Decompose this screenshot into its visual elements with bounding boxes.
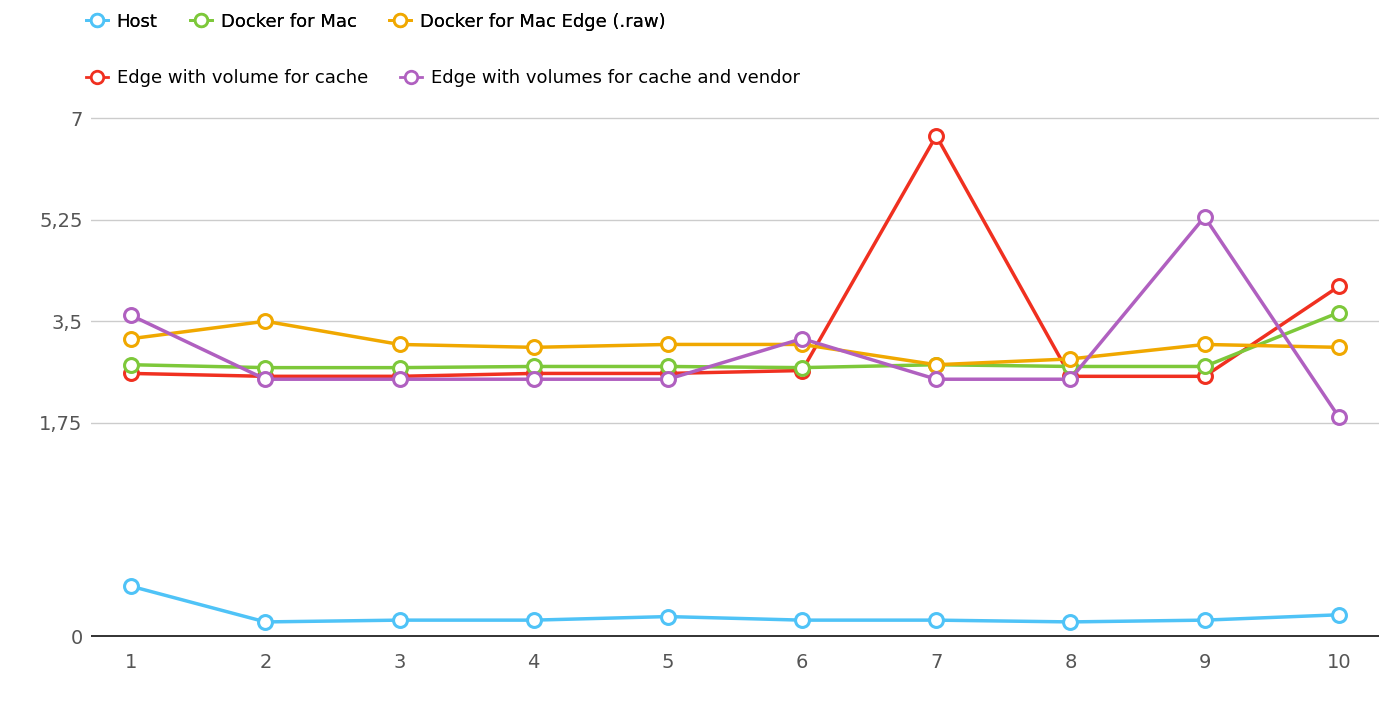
Host xyxy=(525,616,542,625)
Edge with volume for cache xyxy=(258,372,274,381)
Edge with volume for cache xyxy=(525,369,542,378)
Edge with volume for cache xyxy=(659,369,676,378)
Edge with volumes for cache and vendor xyxy=(928,375,945,384)
Docker for Mac xyxy=(258,363,274,372)
Edge with volume for cache xyxy=(123,369,140,378)
Edge with volumes for cache and vendor xyxy=(525,375,542,384)
Edge with volumes for cache and vendor xyxy=(258,375,274,384)
Edge with volumes for cache and vendor xyxy=(1330,412,1347,421)
Line: Docker for Mac: Docker for Mac xyxy=(125,305,1345,374)
Docker for Mac Edge (.raw) xyxy=(1330,343,1347,352)
Line: Edge with volume for cache: Edge with volume for cache xyxy=(125,129,1345,384)
Edge with volume for cache xyxy=(391,372,407,381)
Edge with volumes for cache and vendor xyxy=(1196,213,1212,221)
Edge with volume for cache xyxy=(1330,282,1347,290)
Docker for Mac xyxy=(794,363,811,372)
Docker for Mac xyxy=(928,360,945,369)
Docker for Mac xyxy=(1196,362,1212,371)
Host xyxy=(258,618,274,626)
Edge with volumes for cache and vendor xyxy=(391,375,407,384)
Docker for Mac xyxy=(525,362,542,371)
Host xyxy=(1196,616,1212,625)
Docker for Mac Edge (.raw) xyxy=(1063,355,1079,363)
Legend: Host, Docker for Mac, Docker for Mac Edge (.raw): Host, Docker for Mac, Docker for Mac Edg… xyxy=(85,13,665,30)
Docker for Mac Edge (.raw) xyxy=(1196,341,1212,349)
Docker for Mac Edge (.raw) xyxy=(391,341,407,349)
Line: Edge with volumes for cache and vendor: Edge with volumes for cache and vendor xyxy=(125,210,1345,424)
Host xyxy=(794,616,811,625)
Docker for Mac xyxy=(391,363,407,372)
Docker for Mac Edge (.raw) xyxy=(525,343,542,352)
Docker for Mac Edge (.raw) xyxy=(928,360,945,369)
Edge with volumes for cache and vendor xyxy=(1063,375,1079,384)
Line: Host: Host xyxy=(125,580,1345,629)
Legend: Edge with volume for cache, Edge with volumes for cache and vendor: Edge with volume for cache, Edge with vo… xyxy=(85,69,801,87)
Edge with volume for cache xyxy=(1196,372,1212,381)
Docker for Mac xyxy=(659,362,676,371)
Docker for Mac xyxy=(1330,308,1347,317)
Edge with volumes for cache and vendor xyxy=(123,311,140,319)
Docker for Mac Edge (.raw) xyxy=(123,334,140,343)
Host xyxy=(1063,618,1079,626)
Host xyxy=(391,616,407,625)
Edge with volumes for cache and vendor xyxy=(659,375,676,384)
Edge with volume for cache xyxy=(794,367,811,375)
Edge with volume for cache xyxy=(1063,372,1079,381)
Docker for Mac Edge (.raw) xyxy=(659,341,676,349)
Edge with volume for cache xyxy=(928,132,945,140)
Docker for Mac Edge (.raw) xyxy=(794,341,811,349)
Docker for Mac Edge (.raw) xyxy=(258,317,274,326)
Docker for Mac xyxy=(1063,362,1079,371)
Host xyxy=(659,613,676,621)
Line: Docker for Mac Edge (.raw): Docker for Mac Edge (.raw) xyxy=(125,314,1345,372)
Host xyxy=(123,582,140,591)
Host xyxy=(1330,611,1347,619)
Docker for Mac xyxy=(123,360,140,369)
Host xyxy=(928,616,945,625)
Edge with volumes for cache and vendor xyxy=(794,334,811,343)
